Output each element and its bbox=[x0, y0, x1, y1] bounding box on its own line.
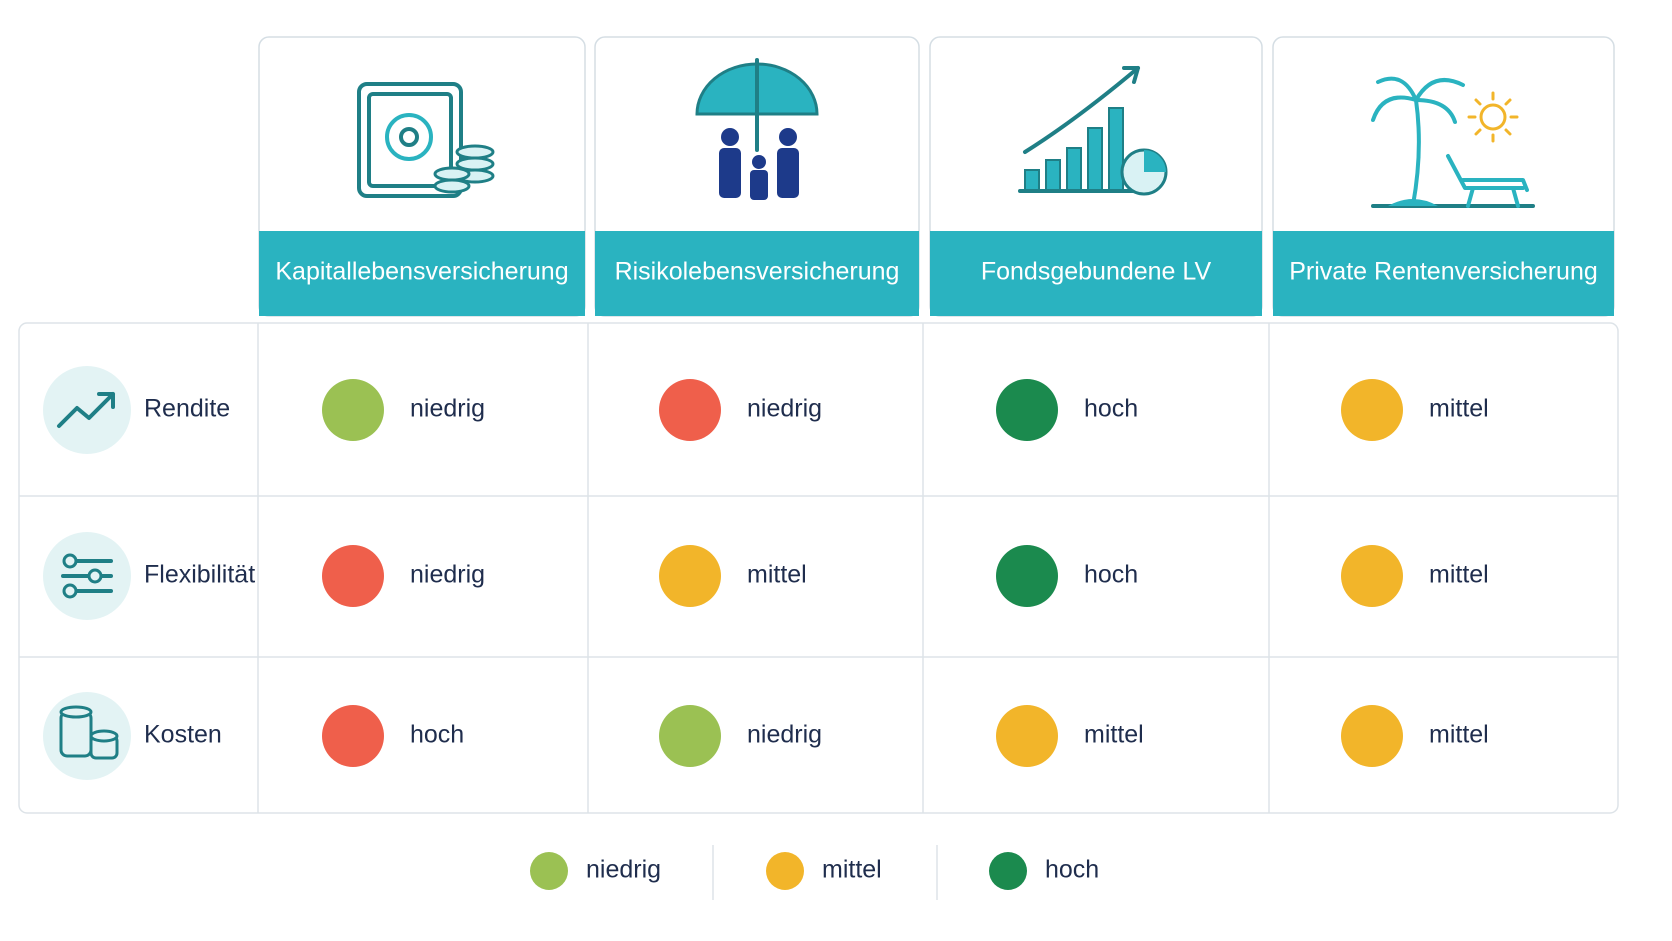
status-text: mittel bbox=[1429, 721, 1489, 749]
legend-dot bbox=[989, 852, 1027, 890]
icon-umbrella bbox=[695, 58, 819, 200]
legend-text: mittel bbox=[822, 856, 882, 884]
icon-trend bbox=[43, 366, 131, 454]
icon-coins bbox=[43, 692, 131, 780]
icon-beach bbox=[1371, 76, 1535, 208]
status-dot bbox=[996, 705, 1058, 767]
status-dot bbox=[659, 705, 721, 767]
legend-text: niedrig bbox=[586, 856, 661, 884]
status-text: hoch bbox=[410, 721, 464, 749]
table-frame bbox=[18, 322, 1619, 814]
status-dot bbox=[1341, 379, 1403, 441]
status-dot bbox=[322, 705, 384, 767]
table-lines bbox=[19, 323, 1618, 813]
row-label: Kosten bbox=[144, 721, 222, 749]
table-body: Rendite niedrig niedrig hoch mittel Flexibili… bbox=[144, 379, 1489, 767]
status-text: niedrig bbox=[410, 561, 485, 589]
status-text: niedrig bbox=[747, 395, 822, 423]
status-dot bbox=[1341, 545, 1403, 607]
header-band bbox=[1273, 231, 1614, 316]
header-title: Fondsgebundene LV bbox=[981, 258, 1212, 286]
header-band bbox=[259, 231, 585, 316]
row-label: Flexibilität bbox=[144, 561, 255, 589]
status-dot bbox=[322, 379, 384, 441]
status-dot bbox=[659, 379, 721, 441]
header-title: Private Rentenversicherung bbox=[1289, 258, 1598, 286]
status-dot bbox=[996, 545, 1058, 607]
status-text: mittel bbox=[1084, 721, 1144, 749]
legend: niedrig mittel hoch bbox=[530, 845, 1099, 900]
status-text: niedrig bbox=[747, 721, 822, 749]
status-dot bbox=[659, 545, 721, 607]
legend-dot bbox=[530, 852, 568, 890]
status-dot bbox=[996, 379, 1058, 441]
icon-safe bbox=[357, 82, 495, 198]
status-text: hoch bbox=[1084, 395, 1138, 423]
status-text: mittel bbox=[1429, 395, 1489, 423]
status-text: mittel bbox=[747, 561, 807, 589]
icon-sliders bbox=[43, 532, 131, 620]
legend-text: hoch bbox=[1045, 856, 1099, 884]
status-text: mittel bbox=[1429, 561, 1489, 589]
legend-dot bbox=[766, 852, 804, 890]
header-title: Kapitallebensversicherung bbox=[275, 258, 568, 286]
status-dot bbox=[1341, 705, 1403, 767]
icon-chart bbox=[1018, 66, 1168, 196]
header-band bbox=[595, 231, 919, 316]
status-text: niedrig bbox=[410, 395, 485, 423]
row-label: Rendite bbox=[144, 395, 230, 423]
header-band bbox=[930, 231, 1262, 316]
status-dot bbox=[322, 545, 384, 607]
header-title: Risikolebensversicherung bbox=[615, 258, 900, 286]
status-text: hoch bbox=[1084, 561, 1138, 589]
